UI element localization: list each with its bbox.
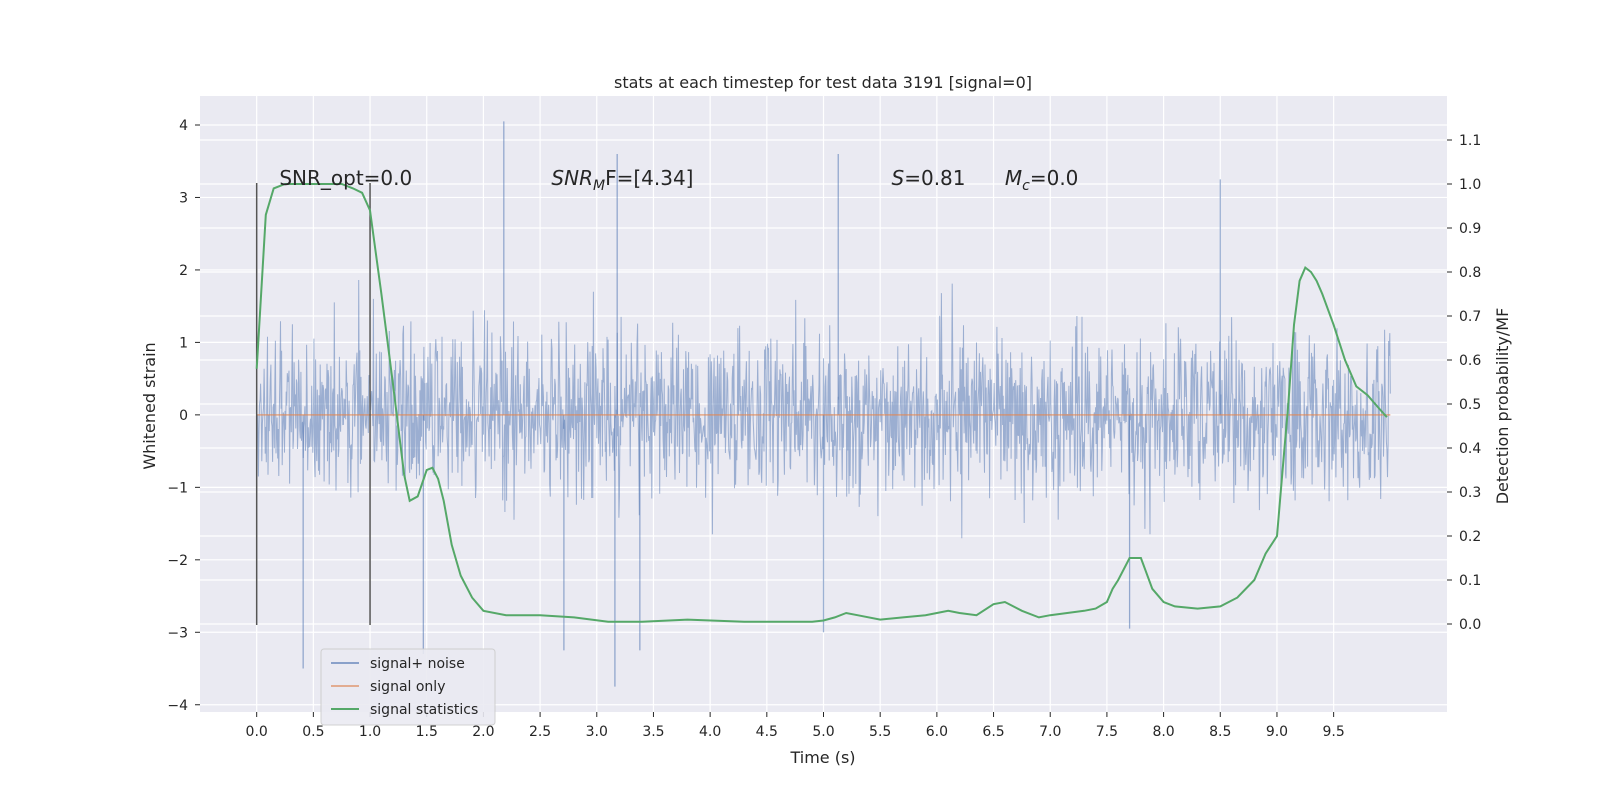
annotation-main: SNR [551,166,593,190]
right-y-axis-label: Detection probability/MF [1493,308,1512,505]
y-tick-label: 1 [179,335,188,351]
right-y-tick-label: 0.7 [1459,309,1481,325]
right-y-axis-ticks: 1.1 1.0 0.9 0.8 0.7 0.6 0.5 0.4 0.3 0.2 0.1 0.0 [1447,133,1481,633]
x-tick-label: 5.0 [812,724,834,740]
y-tick-label: −4 [167,698,188,714]
legend: signal+ noise signal only signal statistic… [320,648,496,726]
y-tick-label: −3 [167,625,188,641]
legend-box [320,648,496,726]
legend-label: signal+ noise [370,656,465,672]
signal-noise-series [256,121,1391,687]
right-y-tick-label: 0.6 [1459,353,1481,369]
annotation-text: S=0.81 [892,166,966,190]
right-y-tick-label: 1.1 [1459,133,1481,149]
right-y-tick-label: 0.2 [1459,529,1481,545]
x-tick-label: 9.0 [1266,724,1288,740]
x-tick-label: 1.5 [416,724,438,740]
right-y-tick-label: 0.0 [1459,617,1481,633]
annotations: SNR_opt=0.0 SNRMF=[4.34] S=0.81 Mc=0.0 [279,166,1078,194]
x-tick-label: 2.0 [472,724,494,740]
x-tick-label: 7.5 [1096,724,1118,740]
x-tick-label: 8.0 [1152,724,1174,740]
x-tick-label: 2.5 [529,724,551,740]
x-tick-label: 0.5 [302,724,324,740]
x-tick-label: 0.0 [246,724,268,740]
signal-statistics-series [255,183,1388,623]
annotation-text: Mc=0.0 [1005,166,1079,194]
x-tick-label: 4.5 [756,724,778,740]
x-axis-label: Time (s) [789,748,855,767]
y-tick-label: 0 [179,408,188,424]
right-y-tick-label: 0.1 [1459,573,1481,589]
x-tick-label: 6.5 [982,724,1004,740]
x-tick-label: 3.5 [642,724,664,740]
right-y-tick-label: 0.8 [1459,265,1481,281]
x-tick-label: 6.0 [926,724,948,740]
legend-label: signal only [370,679,445,695]
y-tick-label: 4 [179,118,188,134]
annotation-suffix: =0.81 [904,166,965,190]
annotation-suffix: =0.0 [1030,166,1079,190]
right-y-tick-label: 1.0 [1459,177,1481,193]
annotation-main: S [892,166,905,190]
y-tick-label: −1 [167,480,188,496]
x-axis-ticks: 0.0 0.5 1.0 1.5 2.0 2.5 3.0 3.5 4.0 4.5 5.0 5.5 6.0 6… [246,712,1345,740]
x-tick-label: 8.5 [1209,724,1231,740]
annotation-main: M [1005,166,1022,190]
y-tick-label: −2 [167,553,188,569]
y-tick-label: 3 [179,190,188,206]
x-tick-label: 3.0 [586,724,608,740]
marker-vlines [255,182,371,626]
right-y-tick-label: 0.4 [1459,441,1481,457]
annotation-suffix: F=[4.34] [605,166,693,190]
right-y-tick-label: 0.9 [1459,221,1481,237]
chart-title: stats at each timestep for test data 319… [614,73,1032,92]
x-tick-label: 1.0 [359,724,381,740]
annotation-subscript: M [593,178,605,194]
right-y-tick-label: 0.3 [1459,485,1481,501]
y-tick-label: 2 [179,263,188,279]
annotation-text: SNR_opt=0.0 [279,166,412,190]
x-tick-label: 4.0 [699,724,721,740]
right-y-tick-label: 0.5 [1459,397,1481,413]
x-tick-label: 7.0 [1039,724,1061,740]
y-axis-label: Whitened strain [140,342,159,469]
noise-trace [256,279,1391,539]
annotation-main: SNR_opt=0.0 [279,166,412,190]
x-tick-label: 9.5 [1323,724,1345,740]
annotation-subscript: c [1022,178,1030,194]
legend-label: signal statistics [370,702,478,718]
x-tick-label: 5.5 [869,724,891,740]
annotation-text: SNRMF=[4.34] [551,166,693,194]
y-axis-ticks: 4 3 2 1 0 −1 −2 −3 −4 [167,118,200,714]
